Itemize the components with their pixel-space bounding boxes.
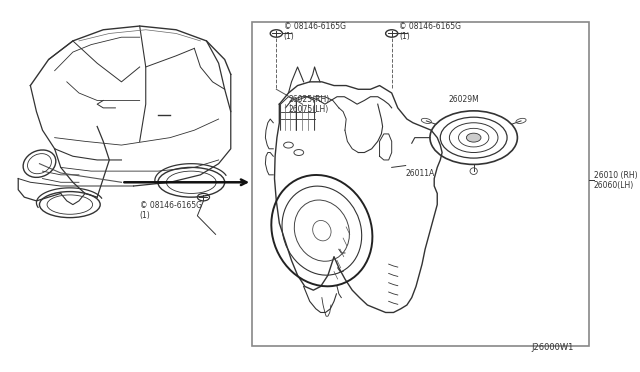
Text: 26011A: 26011A — [406, 169, 435, 178]
Text: 26010 (RH)
26060(LH): 26010 (RH) 26060(LH) — [594, 171, 637, 190]
Text: © 08146-6165G
(1): © 08146-6165G (1) — [399, 22, 461, 41]
Text: © 08146-6165G
(1): © 08146-6165G (1) — [140, 201, 202, 220]
Text: 26025(RH)
26075(LH): 26025(RH) 26075(LH) — [289, 95, 330, 114]
Circle shape — [467, 133, 481, 142]
Text: 26029M: 26029M — [448, 95, 479, 104]
Bar — [252, 22, 589, 346]
Text: © 08146-6165G
(1): © 08146-6165G (1) — [284, 22, 346, 41]
Text: J26000W1: J26000W1 — [531, 343, 573, 352]
